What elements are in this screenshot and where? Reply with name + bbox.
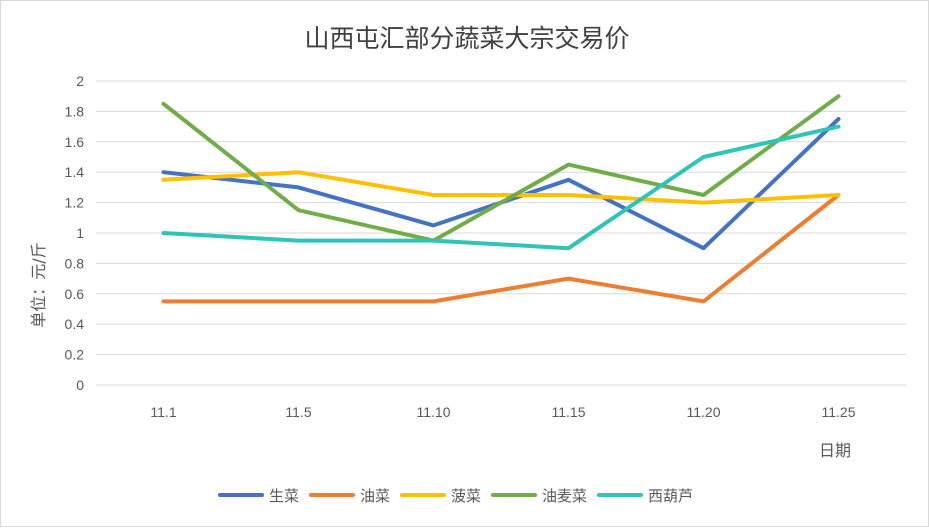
series-lines bbox=[163, 96, 838, 301]
x-tick-label: 11.10 bbox=[417, 404, 451, 420]
series-line-3 bbox=[164, 96, 839, 240]
series-line-1 bbox=[164, 195, 839, 301]
y-tick-label: 0.8 bbox=[65, 255, 85, 271]
series-line-4 bbox=[164, 127, 839, 249]
legend-label: 生菜 bbox=[269, 487, 299, 505]
legend-label: 油麦菜 bbox=[542, 487, 587, 505]
y-axis-ticks: 0 0.2 0.4 0.6 0.8 1 1.2 1.4 1.6 1.8 2 bbox=[65, 73, 85, 393]
legend-label: 西葫芦 bbox=[648, 487, 693, 505]
x-tick-label: 11.1 bbox=[150, 404, 176, 420]
y-tick-label: 1.4 bbox=[65, 164, 85, 180]
x-axis-title: 日期 bbox=[819, 441, 851, 460]
x-tick-label: 11.25 bbox=[822, 404, 856, 420]
legend: 生菜 油菜 菠菜 油麦菜 西葫芦 bbox=[220, 487, 693, 505]
y-tick-label: 0.4 bbox=[65, 316, 85, 332]
legend-label: 菠菜 bbox=[451, 487, 481, 505]
x-tick-label: 11.5 bbox=[285, 404, 311, 420]
x-tick-label: 11.15 bbox=[552, 404, 586, 420]
y-axis-title: 单位：元/斤 bbox=[29, 242, 48, 327]
y-tick-label: 1.8 bbox=[65, 103, 85, 119]
legend-label: 油菜 bbox=[360, 487, 390, 505]
y-tick-label: 1 bbox=[76, 225, 84, 241]
y-tick-label: 0.2 bbox=[65, 347, 85, 363]
gridlines bbox=[96, 81, 906, 385]
y-tick-label: 0 bbox=[76, 377, 84, 393]
chart-title: 山西屯汇部分蔬菜大宗交易价 bbox=[304, 24, 629, 53]
y-tick-label: 0.6 bbox=[65, 286, 85, 302]
y-tick-label: 2 bbox=[76, 73, 84, 89]
y-tick-label: 1.2 bbox=[65, 195, 85, 211]
x-tick-label: 11.20 bbox=[687, 404, 721, 420]
y-tick-label: 1.6 bbox=[65, 134, 85, 150]
x-axis-ticks: 11.1 11.5 11.10 11.15 11.20 11.25 bbox=[150, 404, 855, 420]
series-line-2 bbox=[164, 172, 839, 202]
